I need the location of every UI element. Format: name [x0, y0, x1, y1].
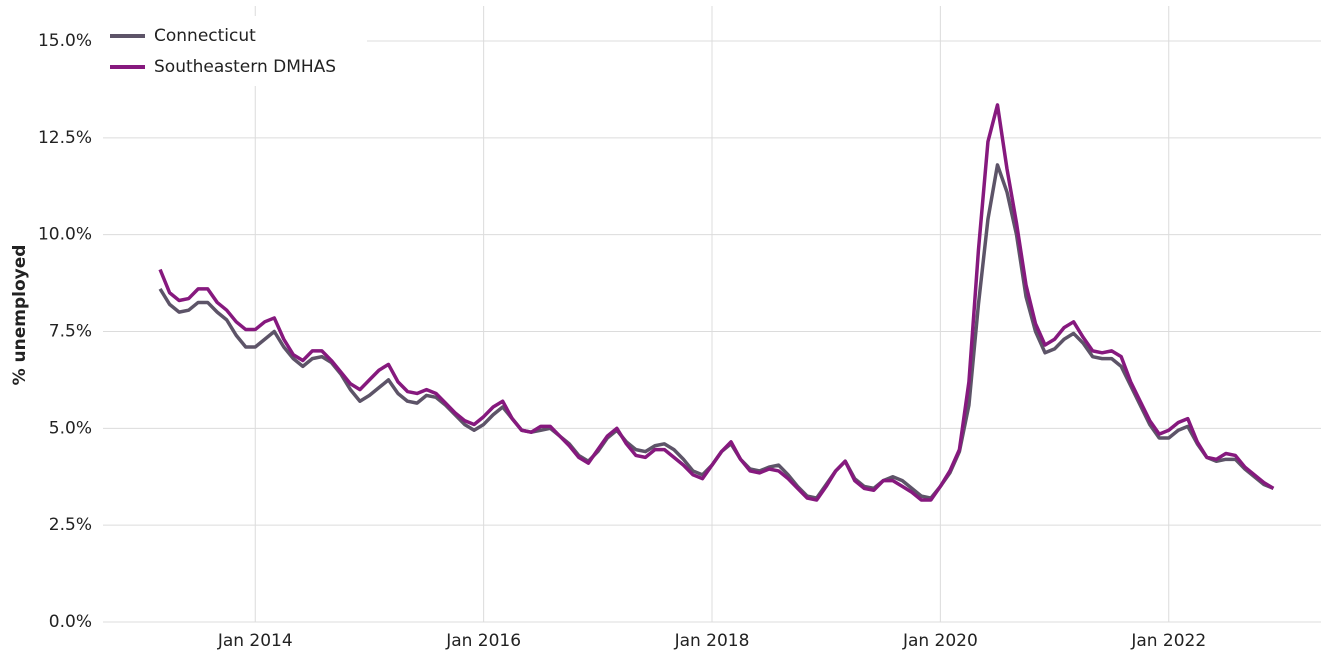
x-tick-label: Jan 2014 — [217, 631, 293, 651]
y-tick-label: 0.0% — [49, 612, 92, 632]
y-tick-label: 2.5% — [49, 515, 92, 535]
x-tick-label: Jan 2016 — [445, 631, 521, 651]
legend-background — [103, 16, 367, 86]
y-tick-label: 15.0% — [38, 31, 92, 51]
y-tick-label: 12.5% — [38, 128, 92, 148]
x-tick-label: Jan 2018 — [674, 631, 750, 651]
y-tick-label: 10.0% — [38, 225, 92, 245]
x-tick-label: Jan 2020 — [902, 631, 978, 651]
legend-label: Southeastern DMHAS — [154, 57, 336, 77]
legend-label: Connecticut — [154, 26, 256, 46]
series-line — [158, 103, 1275, 502]
x-tick-label: Jan 2022 — [1130, 631, 1206, 651]
legend: Connecticut Southeastern DMHAS — [103, 16, 367, 86]
lines — [158, 103, 1275, 502]
y-tick-label: 5.0% — [49, 418, 92, 438]
y-axis-label: % unemployed — [10, 245, 30, 386]
y-tick-label: 7.5% — [49, 321, 92, 341]
grid — [103, 6, 1321, 623]
